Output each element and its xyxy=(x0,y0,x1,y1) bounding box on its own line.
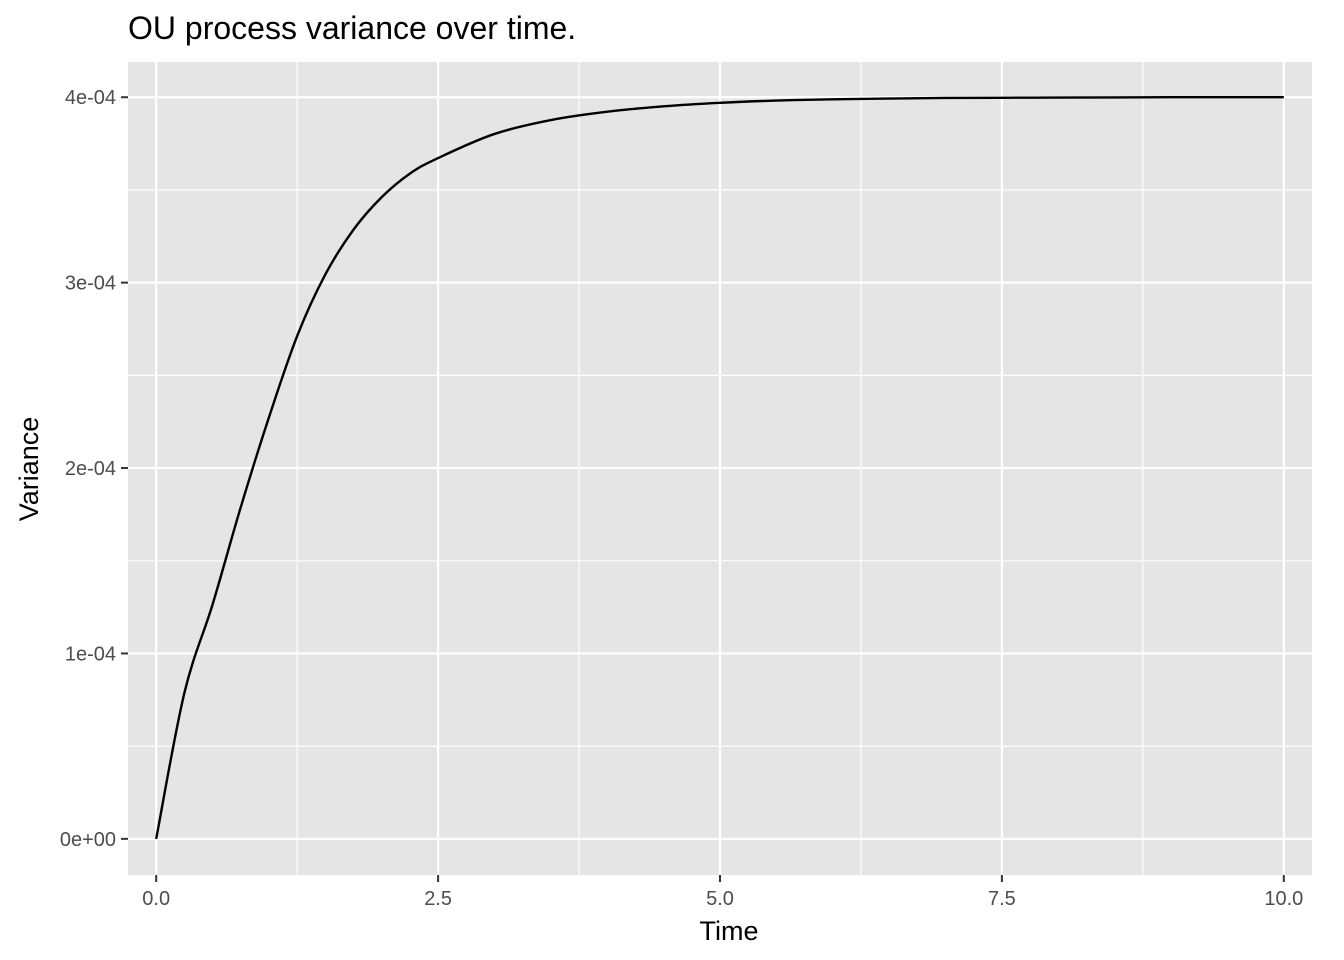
y-tick-label-4: 4e-04 xyxy=(65,87,116,109)
major-grid xyxy=(128,62,1312,875)
chart-title: OU process variance over time. xyxy=(128,10,576,46)
x-axis: 0.0 2.5 5.0 7.5 10.0 xyxy=(142,875,1303,910)
x-tick-label-4: 10.0 xyxy=(1264,888,1303,910)
y-tick-label-2: 2e-04 xyxy=(65,458,116,480)
y-tick-label-3: 3e-04 xyxy=(65,273,116,295)
series-layer xyxy=(155,96,1284,840)
y-axis-title: Variance xyxy=(14,417,44,522)
y-tick-label-1: 1e-04 xyxy=(65,643,116,665)
x-tick-label-2: 5.0 xyxy=(706,888,734,910)
x-tick-label-3: 7.5 xyxy=(988,888,1016,910)
y-axis: 0e+00 1e-04 2e-04 3e-04 4e-04 xyxy=(60,87,128,851)
x-tick-label-1: 2.5 xyxy=(424,888,452,910)
x-axis-title: Time xyxy=(700,916,759,946)
y-tick-label-0: 0e+00 xyxy=(60,829,116,851)
series-line-0 xyxy=(155,96,1284,840)
x-tick-label-0: 0.0 xyxy=(142,888,170,910)
